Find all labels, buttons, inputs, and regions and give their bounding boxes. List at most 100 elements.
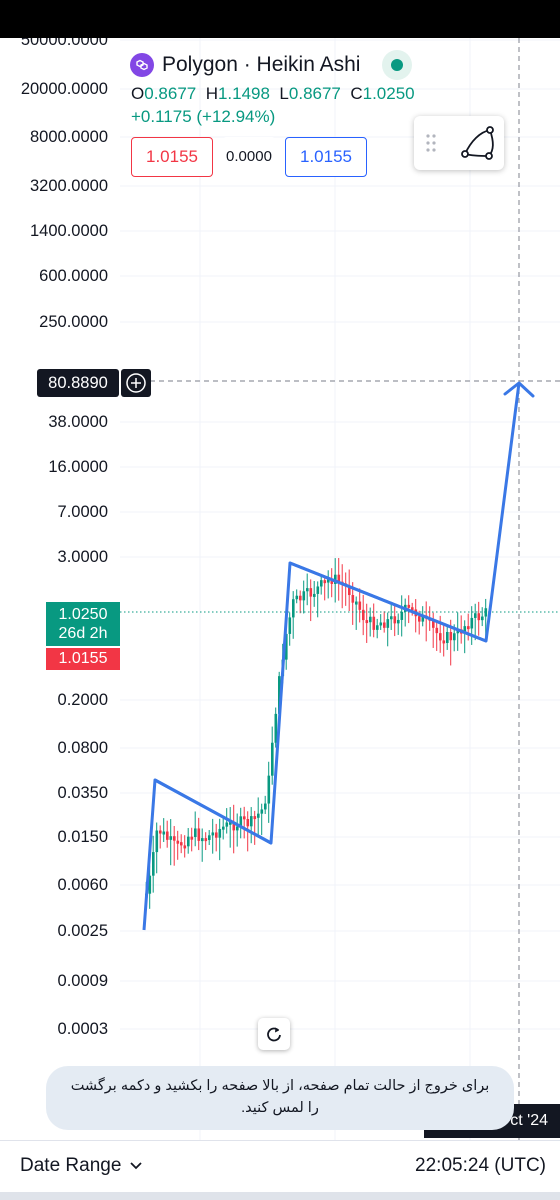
chevron-down-icon [130,1162,143,1170]
chart-area[interactable]: 50000.0000 20000.0000 8000.0000 3200.0000 14… [0,38,560,1140]
candle-body [285,633,288,660]
candle-body [271,742,274,776]
candle-body [250,816,253,827]
trend-drawing[interactable] [142,382,521,931]
add-alert-button[interactable] [121,369,151,397]
candle-body [211,832,215,836]
candle-body [358,601,362,610]
candle-body [334,574,337,584]
candle-body [260,809,264,814]
candle-body [148,875,152,894]
candle-body [330,579,334,584]
candle-body [201,838,204,842]
price-axis-label: 8000.0000 [30,128,108,146]
candle-body [442,640,446,644]
candle-body [355,601,358,605]
candle-body [348,586,351,596]
candle-body [194,828,197,837]
bottom-toolbar: Date Range 22:05:24 (UTC) [0,1140,560,1193]
brush-tool-icon[interactable] [461,126,494,160]
candle-body [390,616,393,620]
price-axis-label: 16.0000 [48,458,108,476]
sell-button[interactable]: 1.0155 [131,137,213,177]
price-axis-label: 0.0003 [57,1020,108,1038]
candle-body [432,619,435,628]
candle-body [309,588,313,597]
price-axis-label: 20000.0000 [20,80,108,98]
candle-body [313,593,316,597]
current-price-label: 1.0250 26d 2h [46,602,120,646]
candle-body [295,595,299,600]
symbol-legend[interactable]: Polygon · Heikin Ashi [130,50,413,80]
candle-body [246,819,250,827]
candle-body [383,622,386,628]
candle-body [225,822,229,827]
candles [145,557,488,909]
drag-handle-icon[interactable] [426,134,436,152]
candle-body [267,775,271,804]
candle-body [369,616,372,623]
spread-value: 0.0000 [222,137,276,175]
candle-body [169,836,173,840]
price-axis-label: 600.0000 [39,267,108,285]
price-axis-label: 38.0000 [48,413,108,431]
plus-icon [126,373,146,393]
candle-body [393,616,397,624]
candle-body [397,619,400,624]
candle-body [400,611,404,620]
buy-button[interactable]: 1.0155 [285,137,367,177]
date-range-label: Date Range [20,1155,122,1176]
price-axis-label: 3200.0000 [30,177,108,195]
price-change: +0.1175 (+12.94%) [131,107,276,126]
candle-body [257,813,260,818]
candle-body [232,821,236,831]
candle-body [155,830,159,853]
candle-body [239,816,243,827]
candle-body [467,626,470,630]
candle-body [166,831,169,840]
trend-line-1 [154,778,272,845]
candle-body [362,609,365,621]
open-value: 0.8677 [144,84,197,103]
candle-body [222,826,225,830]
candle-body [365,620,369,624]
candle-body [152,852,155,876]
candle-body [173,836,176,841]
candle-body [407,604,411,608]
candle-body [386,619,390,628]
bid-price-label: 1.0155 [46,648,120,670]
candle-body [477,613,481,621]
symbol-title: Polygon · Heikin Ashi [162,53,361,76]
price-axis-label: 1400.0000 [30,222,108,240]
high-value: 1.1498 [217,84,270,103]
candle-body [183,845,187,849]
candle-body [253,816,257,820]
candle-body [376,625,379,630]
candle-body [162,831,166,835]
date-range-button[interactable]: Date Range [20,1155,143,1177]
candle-body [481,616,484,621]
utc-clock[interactable]: 22:05:24 (UTC) [415,1155,546,1176]
candle-body [470,617,474,629]
candle-body [306,588,309,592]
price-axis-label: 0.0350 [57,784,108,802]
candle-body [316,586,320,594]
drawing-toolbar[interactable] [414,116,504,170]
candle-body [215,832,218,838]
ohlc-values: O0.8677 H1.1498 L0.8677 C1.0250 [131,84,415,103]
polygon-logo-icon [130,53,154,77]
candle-body [159,830,162,834]
close-value: 1.0250 [362,84,415,103]
candle-body [418,616,421,622]
candle-body [176,840,180,844]
candle-body [218,828,222,838]
candle-body [449,632,453,641]
chart-canvas[interactable] [0,38,560,1140]
reset-chart-button[interactable] [258,1018,290,1050]
candle-body [274,713,278,743]
candle-body [236,826,239,831]
candle-body [204,838,208,842]
grid [120,38,560,1140]
navigation-bar [0,1192,560,1200]
price-axis-label: 0.0025 [57,922,108,940]
